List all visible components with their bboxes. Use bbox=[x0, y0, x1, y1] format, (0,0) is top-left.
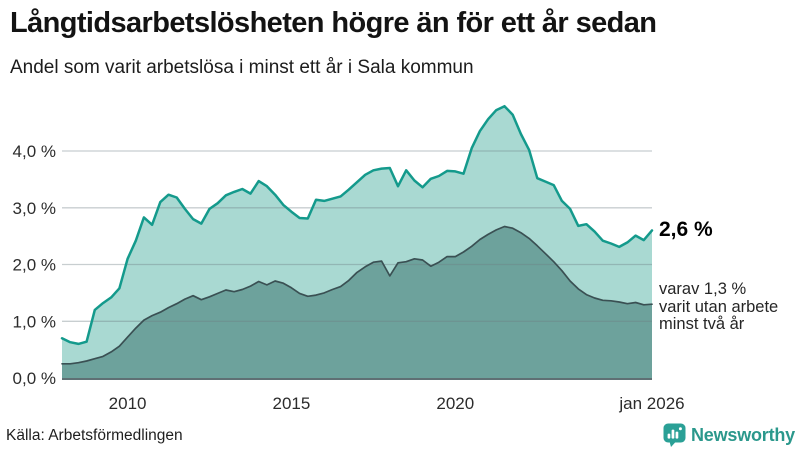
secondary-series-annotation: varav 1,3 % varit utan arbete minst två … bbox=[659, 280, 779, 334]
secondary-annotation-line1: varav 1,3 % bbox=[659, 280, 747, 298]
series-line-two-year bbox=[61, 225, 653, 365]
y-tick-label: 0,0 % bbox=[13, 369, 56, 388]
x-tick-label: 2020 bbox=[436, 394, 474, 413]
x-tick-label: 2015 bbox=[272, 394, 310, 413]
x-tick-label: 2010 bbox=[109, 394, 147, 413]
end-value-label: 2,6 % bbox=[659, 218, 713, 241]
chart-subtitle: Andel som varit arbetslösa i minst ett å… bbox=[10, 57, 474, 78]
area-fill-two-year bbox=[62, 226, 652, 378]
source-credit: Källa: Arbetsförmedlingen bbox=[6, 427, 183, 444]
newsworthy-logo: Newsworthy bbox=[663, 423, 795, 447]
y-tick-label: 1,0 % bbox=[13, 312, 56, 331]
newsworthy-speech-bubble-icon bbox=[663, 423, 686, 447]
y-tick-label: 2,0 % bbox=[13, 256, 56, 275]
secondary-annotation-line3: minst två år bbox=[659, 315, 745, 333]
y-tick-label: 3,0 % bbox=[13, 199, 56, 218]
x-tick-label: jan 2026 bbox=[618, 394, 684, 413]
series-line-one-year bbox=[60, 104, 654, 346]
page-title: Långtidsarbetslösheten högre än för ett … bbox=[10, 7, 657, 39]
brand-wordmark: Newsworthy bbox=[690, 424, 795, 445]
y-tick-label: 4,0 % bbox=[13, 142, 56, 161]
secondary-annotation-line2: varit utan arbete bbox=[659, 297, 779, 316]
